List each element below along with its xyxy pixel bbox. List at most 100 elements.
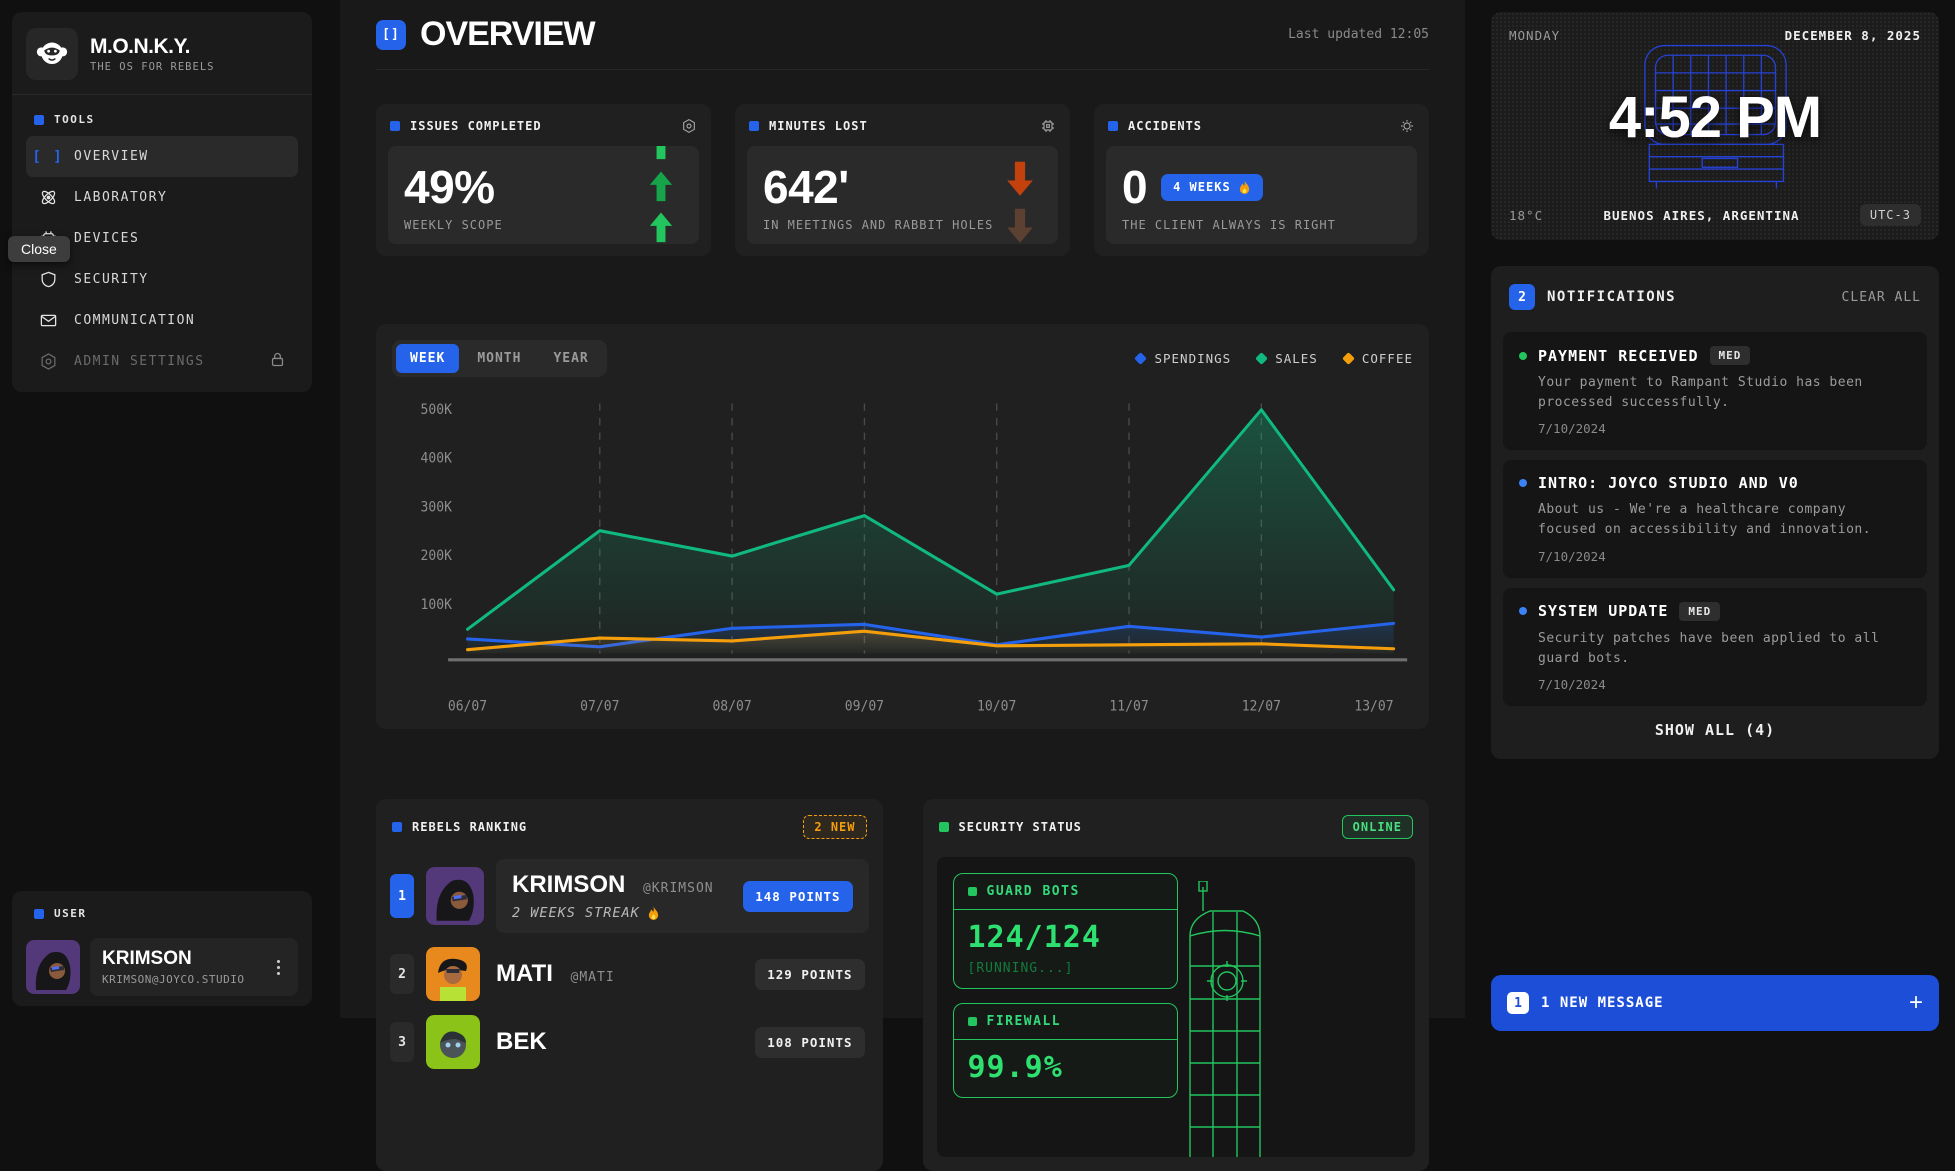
stat-card-issues-completed: ISSUES COMPLETED 49% WEEKLY SCOPE xyxy=(376,104,711,256)
notification-payment-received[interactable]: PAYMENT RECEIVED MED Your payment to Ram… xyxy=(1503,332,1927,451)
stat-caption: THE CLIENT ALWAYS IS RIGHT xyxy=(1122,218,1336,232)
user-card[interactable]: KRIMSON KRIMSON@JOYCO.STUDIO xyxy=(90,938,298,996)
sun-gear-icon[interactable] xyxy=(1399,118,1415,134)
clock-day: MONDAY xyxy=(1509,28,1561,43)
sidebar-item-security[interactable]: SECURITY xyxy=(26,259,298,300)
legend-swatch xyxy=(1255,352,1269,365)
firewall-label: FIREWALL xyxy=(986,1014,1062,1029)
location: BUENOS AIRES, ARGENTINA xyxy=(1603,207,1800,223)
utc-offset-badge: UTC-3 xyxy=(1859,204,1921,226)
temperature: 18°C xyxy=(1509,207,1544,223)
chart-legend: SPENDINGS SALES COFFEE xyxy=(1134,351,1413,366)
card-bullet xyxy=(1108,121,1118,131)
notification-dot xyxy=(1519,607,1527,616)
message-count-badge: 1 xyxy=(1507,992,1529,1014)
ranking-row-2[interactable]: 2 MATI @MATI 129 POINTS xyxy=(390,947,869,1001)
hex-gear-icon[interactable] xyxy=(681,118,697,134)
notification-body: Your payment to Rampant Studio has been … xyxy=(1538,375,1863,411)
stat-card-accidents: ACCIDENTS 0 4 WEEKS xyxy=(1094,104,1429,256)
show-all-button[interactable]: SHOW ALL (4) xyxy=(1654,720,1776,739)
stat-value: 49% xyxy=(404,161,495,213)
notification-system-update[interactable]: SYSTEM UPDATE MED Security patches have … xyxy=(1503,587,1927,706)
stat-card-minutes-lost: MINUTES LOST 642' IN MEETINGS AND RABBIT… xyxy=(735,104,1070,256)
stat-caption: IN MEETINGS AND RABBIT HOLES xyxy=(763,218,994,232)
firewall-box: FIREWALL 99.9% xyxy=(952,1003,1178,1098)
points-badge: 108 POINTS xyxy=(755,1026,865,1058)
guard-bots-value: 124/124 xyxy=(967,920,1101,955)
tab-year[interactable]: YEAR xyxy=(539,344,602,373)
new-message-bar[interactable]: 1 1 NEW MESSAGE + xyxy=(1491,975,1939,1031)
app-tagline: THE OS FOR REBELS xyxy=(90,61,215,74)
svg-text:06/07: 06/07 xyxy=(448,698,487,715)
points-badge: 148 POINTS xyxy=(743,880,853,912)
terminal-bullet xyxy=(967,887,977,896)
clock-date: DECEMBER 8, 2025 xyxy=(1784,28,1921,43)
card-bullet xyxy=(938,822,949,832)
mail-icon xyxy=(38,311,58,330)
tools-section-label: TOOLS xyxy=(26,107,298,136)
trend-down-arrows xyxy=(998,160,1042,244)
card-bullet xyxy=(390,121,400,131)
section-bullet xyxy=(34,908,44,919)
sidebar-item-label: LABORATORY xyxy=(74,190,168,205)
rank-badge: 3 xyxy=(390,1022,414,1062)
svg-text:07/07: 07/07 xyxy=(580,698,619,715)
shield-icon xyxy=(38,270,58,289)
fire-icon xyxy=(648,905,658,920)
card-bullet xyxy=(392,822,402,832)
sidebar-item-overview[interactable]: [ ] OVERVIEW xyxy=(26,136,298,177)
rank-name: BEK xyxy=(496,1028,547,1055)
legend-spendings[interactable]: SPENDINGS xyxy=(1134,351,1231,366)
svg-text:200K: 200K xyxy=(421,548,453,565)
sidebar-item-label: ADMIN SETTINGS xyxy=(74,354,205,369)
legend-swatch xyxy=(1341,352,1355,365)
tab-month[interactable]: MONTH xyxy=(463,344,535,373)
ranking-row-1[interactable]: 1 KRIMSON @KRIMSON xyxy=(390,859,869,933)
notification-body: About us - We're a healthcare company fo… xyxy=(1538,502,1872,538)
hex-gear-icon xyxy=(38,352,58,371)
notification-count-badge: 2 xyxy=(1509,284,1535,310)
priority-badge: MED xyxy=(1709,346,1751,365)
app-title: M.O.N.K.Y. xyxy=(90,34,191,58)
notification-date: 7/10/2024 xyxy=(1538,421,1606,437)
ranking-row-3[interactable]: 3 BEK 108 POINTS xyxy=(390,1015,869,1069)
rank-streak: 2 WEEKS STREAK xyxy=(512,905,714,921)
sidebar-item-laboratory[interactable]: LABORATORY xyxy=(26,177,298,218)
ranking-title: REBELS RANKING xyxy=(412,820,528,834)
stat-value: 642' xyxy=(763,161,849,213)
app-root: M.O.N.K.Y. THE OS FOR REBELS TOOLS [ ] O… xyxy=(8,12,1939,1171)
chip-icon[interactable] xyxy=(1040,118,1056,134)
notification-intro-joyco[interactable]: INTRO: JOYCO STUDIO AND V0 About us - We… xyxy=(1503,460,1927,578)
left-sidebar: M.O.N.K.Y. THE OS FOR REBELS TOOLS [ ] O… xyxy=(12,12,312,1006)
rank-name: KRIMSON xyxy=(512,871,626,898)
section-bullet xyxy=(34,114,44,125)
legend-coffee[interactable]: COFFEE xyxy=(1341,351,1413,366)
legend-sales[interactable]: SALES xyxy=(1255,351,1318,366)
svg-text:300K: 300K xyxy=(421,499,453,516)
brackets-icon: [ ] xyxy=(32,148,64,165)
svg-text:08/07: 08/07 xyxy=(712,698,751,715)
rank-badge: 2 xyxy=(390,954,414,994)
svg-text:09/07: 09/07 xyxy=(845,698,884,715)
atom-icon xyxy=(38,188,58,207)
user-menu-button[interactable] xyxy=(271,956,286,979)
right-sidebar: MONDAY DECEMBER 8, 2025 4:52 PM 18°C xyxy=(1491,12,1939,1031)
clock-time: 4:52 PM xyxy=(1608,84,1822,150)
clear-all-button[interactable]: CLEAR ALL xyxy=(1841,289,1921,305)
notification-body: Security patches have been applied to al… xyxy=(1538,630,1880,666)
monkey-logo-icon xyxy=(26,28,78,80)
sidebar-item-communication[interactable]: COMMUNICATION xyxy=(26,300,298,341)
app-logo: M.O.N.K.Y. THE OS FOR REBELS xyxy=(12,20,312,95)
user-name: KRIMSON xyxy=(102,948,192,969)
last-updated: Last updated 12:05 xyxy=(1288,27,1429,42)
streak-badge: 4 WEEKS xyxy=(1161,173,1263,201)
lock-icon xyxy=(269,351,286,372)
tab-week[interactable]: WEEK xyxy=(396,344,460,373)
plus-icon[interactable]: + xyxy=(1908,989,1923,1016)
sidebar-item-admin-settings[interactable]: ADMIN SETTINGS xyxy=(26,341,298,382)
svg-text:400K: 400K xyxy=(421,450,453,467)
sidebar-item-label: COMMUNICATION xyxy=(74,313,196,328)
rank-handle: @KRIMSON xyxy=(642,881,714,896)
rank-name: MATI xyxy=(496,960,553,987)
chart-panel: WEEK MONTH YEAR SPENDINGS SALES xyxy=(376,324,1429,729)
